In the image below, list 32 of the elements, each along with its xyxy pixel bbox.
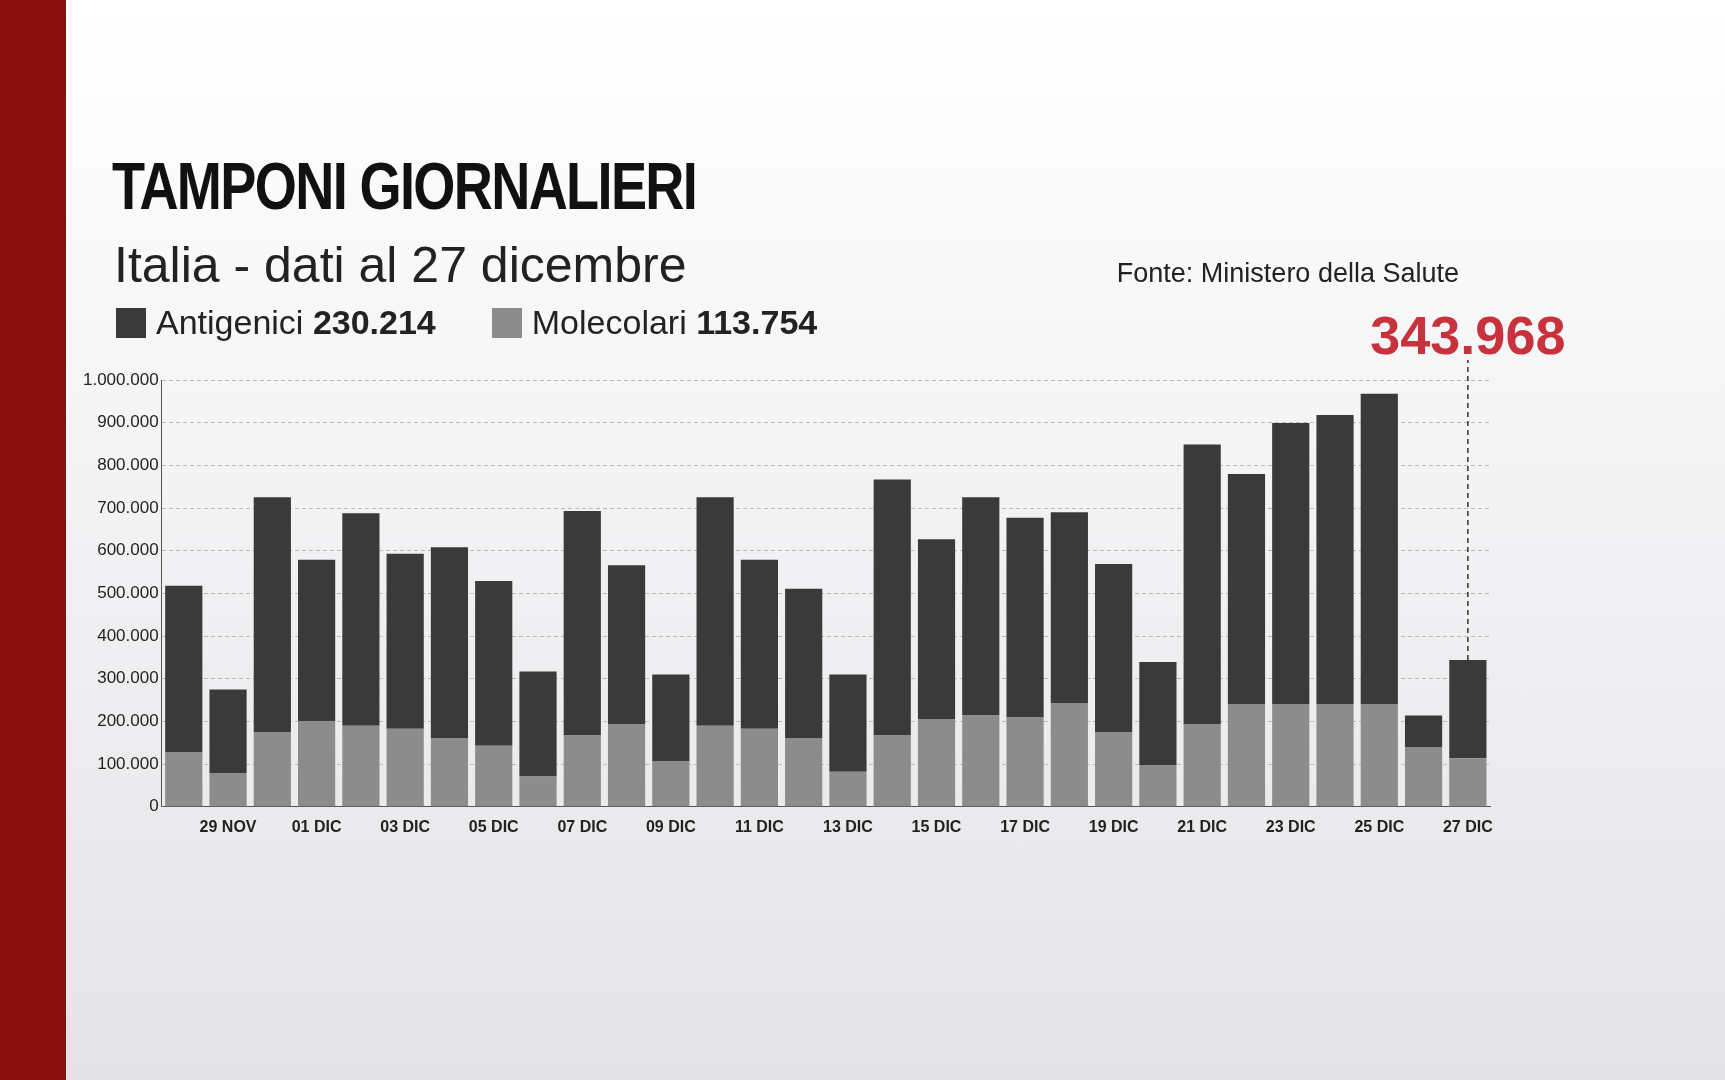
x-tick-label: 05 DIC bbox=[468, 817, 520, 835]
y-tick-label: 0 bbox=[149, 796, 159, 816]
x-tick-label: 13 DIC bbox=[823, 817, 874, 835]
x-tick-label: 27 DIC bbox=[1442, 817, 1494, 835]
y-tick-label: 300.000 bbox=[97, 668, 159, 688]
y-tick-label: 500.000 bbox=[97, 583, 159, 603]
y-tick-label: 800.000 bbox=[97, 455, 159, 475]
legend-label: Antigenici 230.214 bbox=[155, 303, 436, 342]
y-tick-label: 200.000 bbox=[97, 711, 159, 731]
y-tick-label: 400.000 bbox=[97, 625, 159, 645]
x-tick-label: 25 DIC bbox=[1354, 817, 1405, 835]
x-tick-label: 17 DIC bbox=[1000, 817, 1051, 835]
chart-title: TAMPONI GIORNALIERI bbox=[112, 148, 697, 224]
y-tick-label: 900.000 bbox=[97, 412, 159, 432]
x-tick-label: 01 DIC bbox=[291, 817, 342, 835]
y-tick-label: 1.000.000 bbox=[82, 369, 159, 389]
x-tick-label: 19 DIC bbox=[1088, 817, 1139, 835]
x-tick-label: 09 DIC bbox=[645, 817, 697, 835]
x-tick-label: 11 DIC bbox=[734, 817, 785, 835]
x-tick-label: 03 DIC bbox=[380, 817, 431, 835]
y-tick-label: 600.000 bbox=[97, 540, 159, 560]
x-tick-label: 07 DIC bbox=[557, 817, 608, 835]
source-note: Fonte: Ministero della Salute bbox=[1116, 258, 1459, 289]
x-tick-label: 15 DIC bbox=[911, 817, 962, 835]
x-tick-label: 23 DIC bbox=[1265, 817, 1317, 835]
y-tick-label: 700.000 bbox=[97, 497, 159, 517]
chart-subtitle: Italia - dati al 27 dicembre bbox=[114, 236, 687, 294]
annotation: 343.968 bbox=[1370, 304, 1566, 365]
x-tick-label: 21 DIC bbox=[1177, 817, 1228, 835]
x-tick-label: 29 NOV bbox=[199, 817, 257, 835]
legend-label: Molecolari 113.754 bbox=[530, 303, 818, 342]
y-tick-label: 100.000 bbox=[97, 753, 159, 773]
